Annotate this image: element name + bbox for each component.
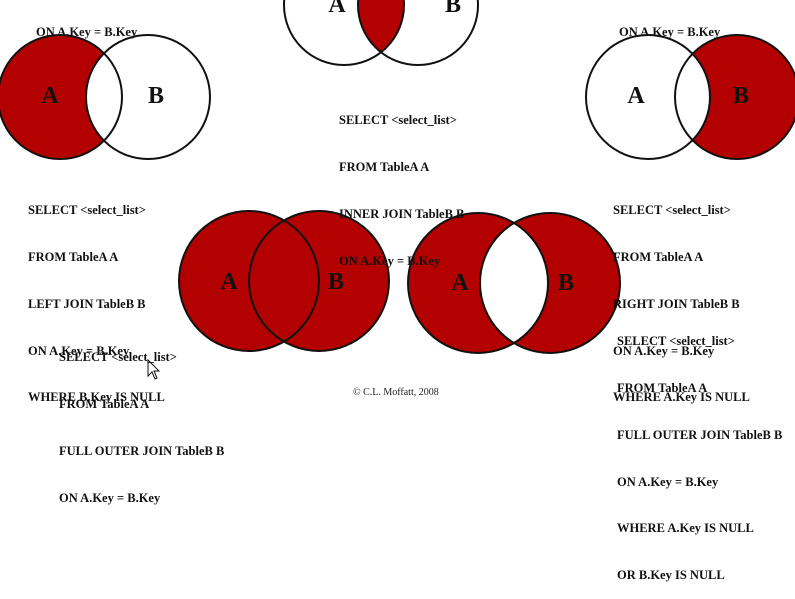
sql-full-outer-join: SELECT <select_list> FROM TableA A FULL … [59,319,224,522]
inner-join-label-a: A [328,0,346,18]
right-join-venn: A B [585,34,795,160]
sql-line: FULL OUTER JOIN TableB B [617,427,783,442]
sql-line: WHERE A.Key IS NULL [617,521,754,536]
sql-line: INNER JOIN TableB B [339,206,465,221]
right-join-label-a: A [627,83,645,109]
full-outer-exclusive-circle-a [407,212,549,354]
right-join-b-only [675,35,795,159]
sql-line: FROM TableA A [59,396,150,411]
left-join-circle-b [85,34,211,160]
sql-line: FROM TableA A [617,380,708,395]
sql-line: ON A.Key = B.Key [36,25,138,40]
sql-line: LEFT JOIN TableB B [28,296,146,311]
sql-line: FULL OUTER JOIN TableB B [59,443,225,458]
left-join-a-only [0,35,122,159]
sql-line: OR B.Key IS NULL [617,568,725,583]
right-join-circle-a [585,34,711,160]
full-outer-label-a: A [220,269,238,295]
sql-line: ON A.Key = B.Key [617,474,719,489]
full-outer-circle-b [248,210,390,352]
sql-line: ON A.Key = B.Key [59,490,161,505]
right-join-label-b: B [733,83,749,109]
sql-line: SELECT <select_list> [617,334,735,349]
full-outer-circle-a [178,210,320,352]
sql-inner-join: SELECT <select_list> FROM TableA A INNER… [339,82,464,285]
sql-line: ON A.Key = B.Key [339,253,441,268]
inner-join-circle-b [357,0,479,66]
inner-join-circle-a [283,0,405,66]
sql-line: SELECT <select_list> [339,113,457,128]
sql-full-outer-join-exclusive: SELECT <select_list> FROM TableA A FULL … [617,303,782,599]
inner-join-venn: A B [283,0,479,66]
sql-line: SELECT <select_list> [28,203,146,218]
copyright-notice: © C.L. Moffatt, 2008 [353,387,439,398]
mouse-cursor-icon [147,358,161,380]
sql-right-join: SELECT <select_list> FROM TableA A RIGHT… [613,172,750,422]
full-outer-exclusive-venn: A B [407,212,621,354]
sql-line: FROM TableA A [339,159,430,174]
sql-line: ON A.Key = B.Key [613,343,715,358]
sql-line: FROM TableA A [613,249,704,264]
full-outer-join-venn: A B [178,210,390,352]
inner-join-intersection [358,0,404,65]
left-join-label-b: B [148,83,164,109]
full-outer-exclusive-circle-b [479,212,621,354]
full-outer-label-b: B [328,269,344,295]
sql-line: FROM TableA A [28,249,119,264]
full-outer-exclusive-label-a: A [451,270,469,296]
sql-line: RIGHT JOIN TableB B [613,296,740,311]
sql-line: SELECT <select_list> [59,350,177,365]
sql-line: SELECT <select_list> [613,203,731,218]
left-join-circle-a [0,34,123,160]
sql-top-left-fragment: ON A.Key = B.Key [36,0,137,56]
right-join-circle-b [674,34,795,160]
sql-line: ON A.Key = B.Key [28,343,130,358]
inner-join-label-b: B [445,0,461,18]
sql-line: ON A.Key = B.Key [619,25,721,40]
left-join-venn: A B [0,34,211,160]
full-outer-exclusive-label-b: B [558,270,574,296]
left-join-label-a: A [41,83,59,109]
full-outer-exclusive-b-only [480,213,620,353]
sql-top-right-fragment: ON A.Key = B.Key [619,0,720,56]
venn-diagram-canvas: A B A B A B A B A B [0,0,795,380]
